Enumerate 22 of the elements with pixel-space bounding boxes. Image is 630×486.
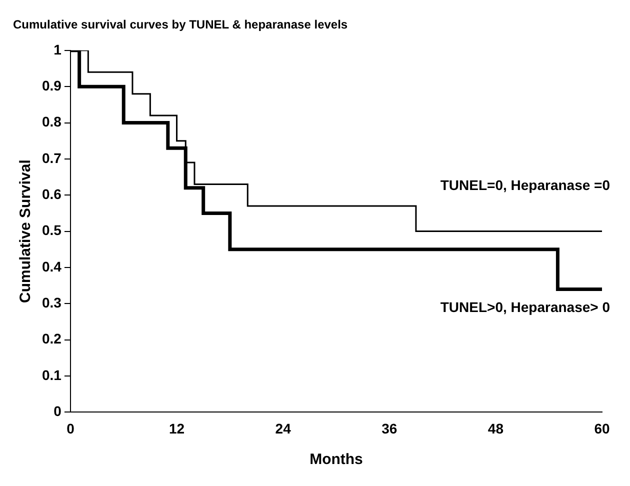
x-axis-title: Months — [310, 451, 363, 468]
series-label: TUNEL>0, Heparanase> 0 — [440, 299, 610, 316]
y-axis-title: Cumulative Survival — [17, 160, 34, 303]
y-tick-label: 0.9 — [42, 77, 62, 94]
x-tick-label: 24 — [275, 420, 292, 436]
y-tick-label: 1 — [54, 41, 62, 58]
y-tick-label: 0.1 — [42, 366, 62, 383]
x-tick-label: 0 — [66, 420, 75, 436]
y-tick-label: 0.5 — [42, 222, 62, 238]
y-tick-label: 0 — [54, 403, 62, 420]
series-label: TUNEL=0, Heparanase =0 — [440, 177, 610, 194]
x-tick-label: 60 — [594, 420, 610, 436]
y-tick-label: 0.4 — [42, 258, 62, 274]
x-tick-label: 36 — [382, 420, 398, 436]
y-tick-label: 0.3 — [42, 294, 62, 311]
y-tick-label: 0.6 — [42, 186, 62, 202]
y-tick-label: 0.8 — [42, 114, 62, 130]
x-tick-label: 12 — [168, 420, 185, 436]
y-tick-label: 0.7 — [42, 150, 62, 166]
x-tick-label: 48 — [488, 420, 504, 436]
chart-title: Cumulative survival curves by TUNEL & heparanase levels — [13, 18, 348, 32]
y-tick-label: 0.2 — [42, 330, 62, 347]
